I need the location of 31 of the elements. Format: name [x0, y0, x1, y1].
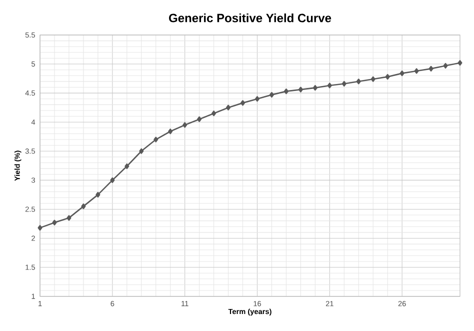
point	[443, 62, 448, 69]
point	[400, 70, 404, 76]
point	[96, 192, 100, 198]
point	[38, 224, 42, 231]
point	[458, 60, 462, 66]
point	[52, 220, 57, 226]
point	[342, 80, 346, 87]
point	[212, 110, 216, 116]
point	[154, 136, 158, 142]
chart-title: Generic Positive Yield Curve	[169, 13, 332, 22]
point	[240, 100, 246, 106]
point	[414, 68, 419, 74]
point	[197, 116, 202, 122]
point	[81, 204, 86, 210]
point	[226, 104, 231, 110]
point	[66, 215, 72, 221]
point	[370, 76, 376, 82]
point	[182, 122, 188, 128]
point	[312, 85, 318, 91]
point	[298, 86, 303, 92]
point	[356, 78, 361, 84]
point	[269, 92, 274, 98]
point	[284, 88, 288, 94]
point	[327, 82, 332, 88]
point	[385, 74, 390, 80]
point	[168, 128, 173, 134]
point	[124, 163, 130, 170]
point	[428, 66, 434, 72]
point	[139, 148, 144, 154]
point	[254, 96, 260, 102]
point	[110, 177, 115, 183]
